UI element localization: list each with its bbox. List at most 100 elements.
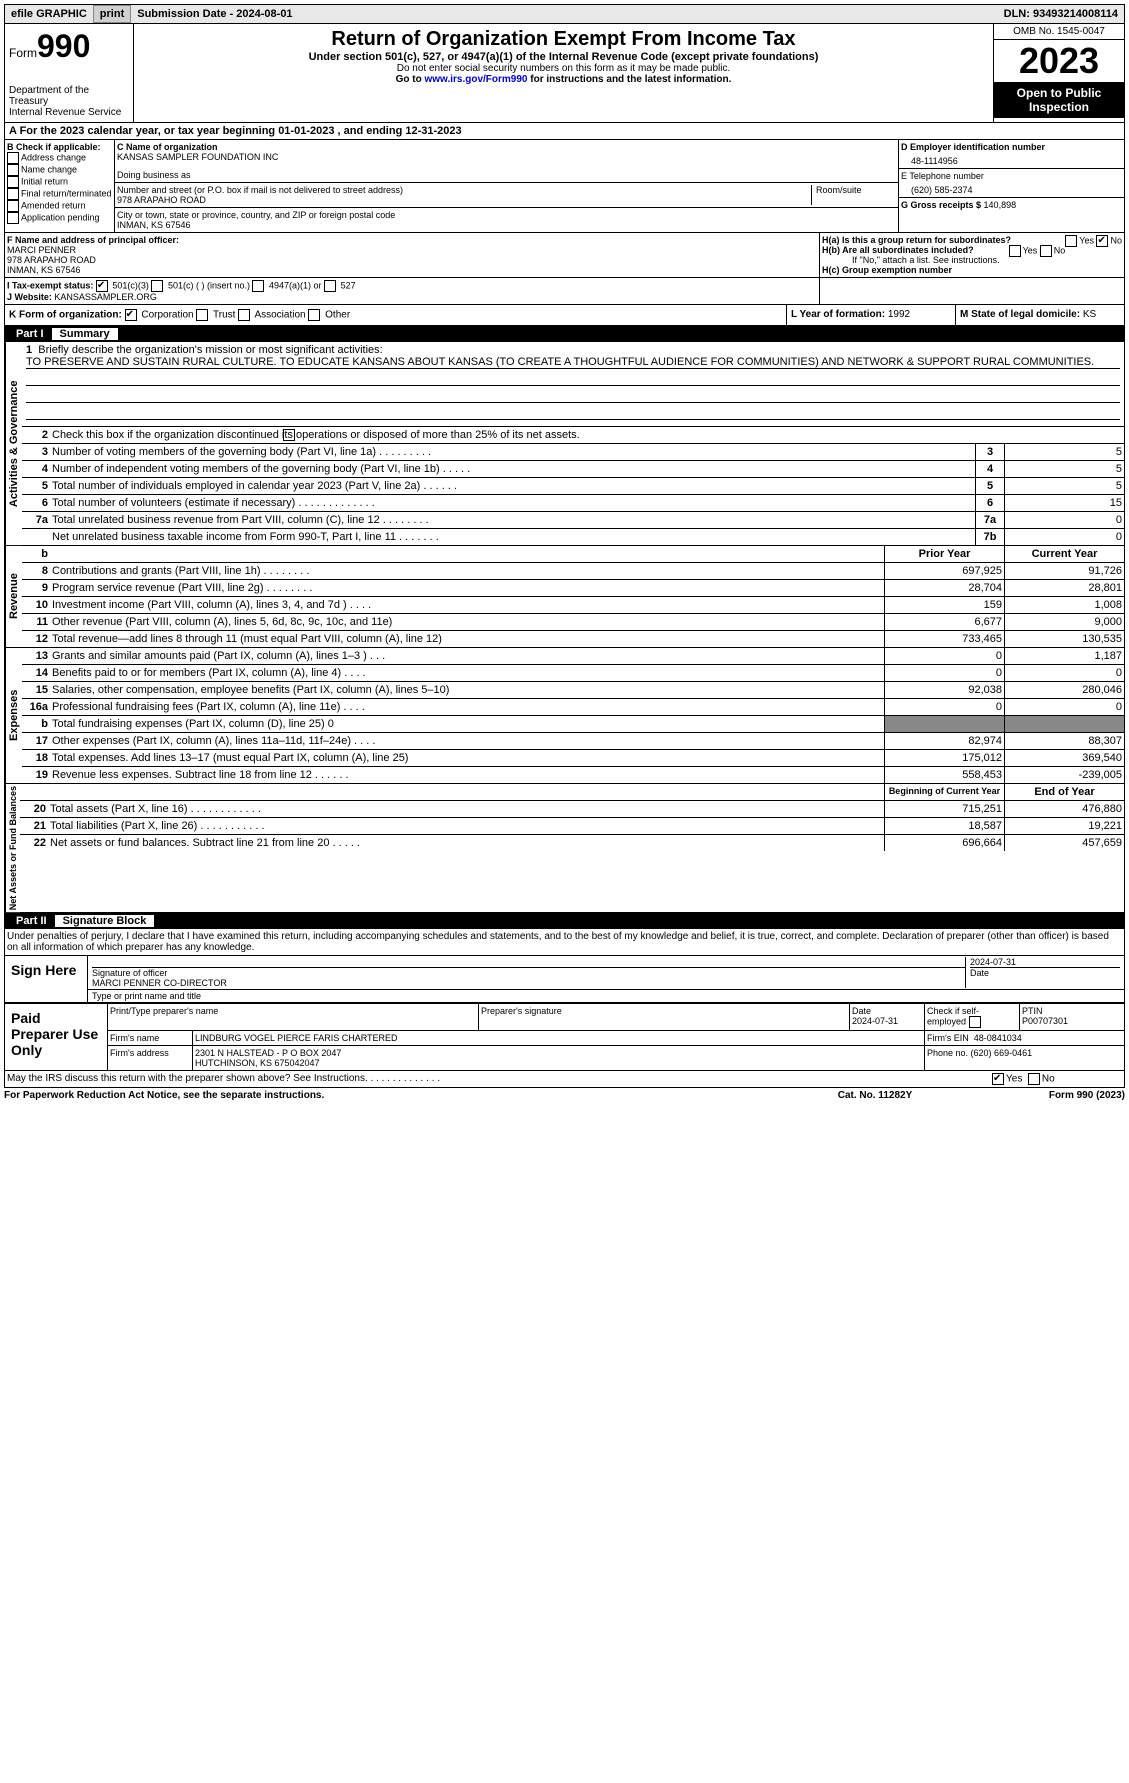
footer: For Paperwork Reduction Act Notice, see … [4, 1088, 1125, 1103]
firm-addr-label: Firm's address [108, 1046, 193, 1070]
summary-row: 17Other expenses (Part IX, column (A), l… [22, 733, 1124, 750]
part1-title: Summary [52, 328, 118, 340]
checkbox-icon[interactable] [7, 188, 19, 200]
checkbox-icon[interactable] [7, 212, 19, 224]
omb-number: OMB No. 1545-0047 [994, 24, 1124, 40]
top-bar: efile GRAPHIC print Submission Date - 20… [4, 4, 1125, 24]
submission-date: Submission Date - 2024-08-01 [131, 8, 298, 20]
form-number: 990 [37, 28, 90, 64]
checkbox-icon[interactable] [1009, 245, 1021, 257]
checkbox-icon[interactable] [1028, 1073, 1040, 1085]
dept1: Department of the Treasury [9, 85, 129, 107]
form-label: Form [9, 46, 37, 60]
summary-row: 14Benefits paid to or for members (Part … [22, 665, 1124, 682]
checkbox-icon[interactable] [125, 309, 137, 321]
h-b-note: If "No," attach a list. See instructions… [822, 255, 1122, 265]
header-left: Form990 Department of the Treasury Inter… [5, 24, 134, 122]
line-ij: I Tax-exempt status: 501(c)(3) 501(c) ( … [4, 278, 1125, 305]
firm-ein: 48-0841034 [974, 1033, 1022, 1043]
summary-row: 16aProfessional fundraising fees (Part I… [22, 699, 1124, 716]
checkbox-icon[interactable] [283, 429, 295, 441]
city-cell: City or town, state or province, country… [115, 208, 899, 232]
b-opt-2: Initial return [7, 176, 112, 188]
phone: (620) 585-2374 [901, 181, 1122, 195]
line-l: L Year of formation: 1992 [787, 305, 956, 325]
b-opt-4: Amended return [7, 200, 112, 212]
checkbox-icon[interactable] [1065, 235, 1077, 247]
checkbox-icon[interactable] [1096, 235, 1108, 247]
print-button[interactable]: print [93, 5, 131, 23]
checkbox-icon[interactable] [324, 280, 336, 292]
tax-year: 2023 [994, 40, 1124, 82]
paid-preparer-block: Paid Preparer Use Only Print/Type prepar… [4, 1004, 1125, 1071]
officer-addr2: INMAN, KS 67546 [7, 265, 817, 275]
b-opt-5: Application pending [7, 212, 112, 224]
checkbox-icon[interactable] [196, 309, 208, 321]
part2-header: Part II Signature Block [4, 913, 1125, 929]
checkbox-icon[interactable] [252, 280, 264, 292]
checkbox-icon[interactable] [992, 1073, 1004, 1085]
summary-row: 8Contributions and grants (Part VIII, li… [22, 563, 1124, 580]
checkbox-icon[interactable] [151, 280, 163, 292]
org-name: KANSAS SAMPLER FOUNDATION INC [117, 152, 896, 162]
line-j: J Website: KANSASSAMPLER.ORG [7, 292, 817, 302]
part2-num: Part II [8, 915, 55, 927]
summary-row: 3Number of voting members of the governi… [22, 444, 1124, 461]
line-m: M State of legal domicile: KS [956, 305, 1124, 325]
checkbox-icon[interactable] [1040, 245, 1052, 257]
summary-row: 21Total liabilities (Part X, line 26) . … [20, 818, 1124, 835]
checkbox-icon[interactable] [7, 176, 19, 188]
line-i: I Tax-exempt status: 501(c)(3) 501(c) ( … [7, 280, 817, 292]
sign-here-block: Sign Here Signature of officerMARCI PENN… [4, 956, 1125, 1004]
q1: 1 Briefly describe the organization's mi… [22, 342, 1124, 427]
org-name-cell: C Name of organization KANSAS SAMPLER FO… [115, 140, 899, 183]
summary-row: Net unrelated business taxable income fr… [22, 529, 1124, 545]
officer-sig-name: MARCI PENNER CO-DIRECTOR [92, 978, 227, 988]
dln: DLN: 93493214008114 [1004, 8, 1124, 20]
paid-label: Paid Preparer Use Only [5, 1004, 108, 1070]
type-name-label: Type or print name and title [88, 990, 1124, 1002]
box-f: F Name and address of principal officer:… [5, 233, 820, 277]
summary-row: 15Salaries, other compensation, employee… [22, 682, 1124, 699]
firm-name: LINDBURG VOGEL PIERCE FARIS CHARTERED [193, 1031, 925, 1045]
box-bcdefg: B Check if applicable: Address change Na… [4, 140, 1125, 233]
vert-ag: Activities & Governance [5, 342, 22, 545]
firm-addr1: 2301 N HALSTEAD - P O BOX 2047 [195, 1048, 341, 1058]
org-city: INMAN, KS 67546 [117, 220, 896, 230]
firm-name-label: Firm's name [108, 1031, 193, 1045]
sig-date: 2024-07-31 [970, 957, 1016, 967]
discuss-row: May the IRS discuss this return with the… [4, 1071, 1125, 1088]
h-a: H(a) Is this a group return for subordin… [822, 235, 1122, 245]
box-b-label: B Check if applicable: [7, 142, 112, 152]
col-prior: Prior Year [884, 546, 1004, 562]
net-header: Beginning of Current Year End of Year [20, 784, 1124, 801]
checkbox-icon[interactable] [238, 309, 250, 321]
col-current: Current Year [1004, 546, 1124, 562]
checkbox-icon[interactable] [7, 164, 19, 176]
form-title: Return of Organization Exempt From Incom… [138, 28, 989, 51]
checkbox-icon[interactable] [7, 152, 19, 164]
form-subtitle: Under section 501(c), 527, or 4947(a)(1)… [138, 51, 989, 63]
box-defg: D Employer identification number 48-1114… [899, 140, 1124, 232]
header-right: OMB No. 1545-0047 2023 Open to Public In… [994, 24, 1124, 122]
firm-phone: (620) 669-0461 [971, 1048, 1033, 1058]
ein: 48-1114956 [901, 152, 1122, 166]
irs-link[interactable]: www.irs.gov/Form990 [424, 74, 527, 85]
summary-row: 6Total number of volunteers (estimate if… [22, 495, 1124, 512]
line-klm: K Form of organization: Corporation Trus… [4, 305, 1125, 326]
sign-here-label: Sign Here [5, 956, 88, 1002]
part1-num: Part I [8, 328, 52, 340]
box-b: B Check if applicable: Address change Na… [5, 140, 115, 232]
checkbox-icon[interactable] [96, 280, 108, 292]
summary-row: 4Number of independent voting members of… [22, 461, 1124, 478]
b-opt-0: Address change [7, 152, 112, 164]
checkbox-icon[interactable] [7, 200, 19, 212]
line-a: A For the 2023 calendar year, or tax yea… [4, 123, 1125, 140]
summary-row: 5Total number of individuals employed in… [22, 478, 1124, 495]
gross-receipts: 140,898 [984, 200, 1017, 210]
checkbox-icon[interactable] [308, 309, 320, 321]
street-cell: Number and street (or P.O. box if mail i… [115, 183, 899, 208]
checkbox-icon[interactable] [969, 1016, 981, 1028]
footer-mid: Cat. No. 11282Y [775, 1090, 975, 1101]
ptin: P00707301 [1022, 1016, 1068, 1026]
